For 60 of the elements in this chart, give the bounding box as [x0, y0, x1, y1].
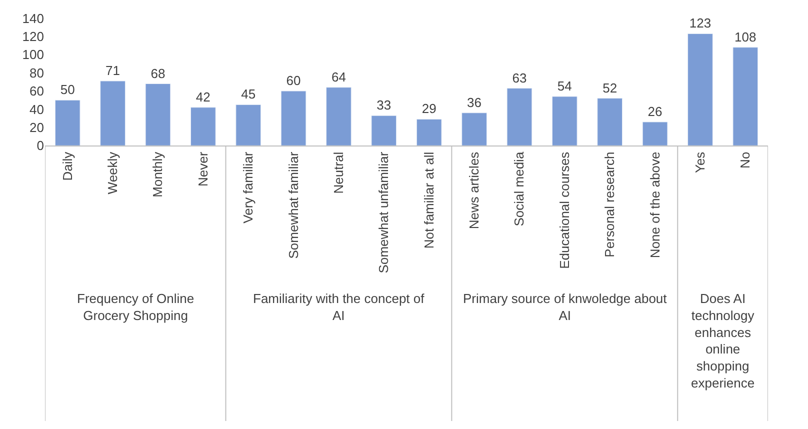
y-tick-label: 140 [22, 10, 44, 26]
data-label: 45 [241, 86, 256, 102]
bar [506, 88, 532, 146]
x-tick-label: Monthly [150, 151, 166, 198]
bar [145, 84, 171, 146]
bar [100, 80, 126, 146]
data-label: 29 [422, 101, 436, 116]
y-tick-label: 120 [22, 28, 44, 44]
data-label: 71 [106, 63, 120, 78]
bar [552, 96, 578, 146]
bar [326, 87, 352, 146]
y-tick-label: 100 [22, 47, 44, 62]
y-tick-label: 80 [30, 65, 44, 80]
x-tick-label: Educational courses [556, 151, 572, 269]
text: Does AI technology enhances online shopping experience [691, 291, 755, 390]
bar [642, 122, 668, 146]
y-tick-label: 60 [30, 84, 44, 99]
x-tick-label: No [738, 152, 753, 168]
data-label: 33 [376, 98, 392, 113]
x-tick-label: Very familiar [240, 151, 256, 224]
bar [416, 118, 442, 146]
data-label: 36 [467, 94, 482, 110]
bar [371, 115, 397, 146]
bar [236, 104, 262, 146]
text: Frequency of Online Grocery Shopping [77, 291, 194, 323]
data-label: 42 [196, 89, 210, 104]
bar [732, 47, 758, 146]
data-label: 108 [734, 29, 756, 44]
x-tick-label: Never [195, 151, 210, 187]
data-label: 64 [331, 69, 346, 84]
x-tick-label: None of the above [647, 152, 662, 258]
y-tick-label: 40 [30, 102, 44, 117]
x-tick-label: Not familiar at all [421, 152, 436, 249]
bar [280, 90, 306, 146]
x-tick-label: Weekly [105, 151, 120, 194]
y-tick-label: 0 [36, 138, 44, 154]
data-label: 26 [648, 104, 662, 119]
y-tick-label: 20 [30, 120, 44, 135]
x-tick-label: News articles [466, 151, 482, 230]
text: Primary source of knwoledge about AI [463, 291, 668, 323]
data-label: 60 [286, 73, 301, 88]
x-tick-label: Daily [60, 151, 75, 181]
x-tick-label: Social media [512, 151, 527, 226]
bar [190, 107, 216, 146]
x-tick-label: Somewhat unfamiliar [376, 151, 392, 274]
data-label: 68 [150, 66, 166, 81]
bar [462, 112, 487, 146]
bar [54, 100, 80, 146]
data-label: 63 [512, 70, 527, 86]
text: Familiarity with the concept of AI [253, 291, 425, 323]
x-tick-label: Yes [692, 151, 708, 174]
x-tick-label: Neutral [330, 152, 346, 194]
bar [688, 33, 713, 146]
data-label: 123 [689, 16, 712, 31]
x-tick-label: Somewhat familiar [286, 151, 301, 259]
data-label: 50 [60, 82, 75, 98]
data-label: 52 [602, 80, 618, 96]
bar [597, 98, 623, 146]
x-tick-label: Personal research [602, 152, 618, 258]
data-label: 54 [557, 78, 572, 94]
